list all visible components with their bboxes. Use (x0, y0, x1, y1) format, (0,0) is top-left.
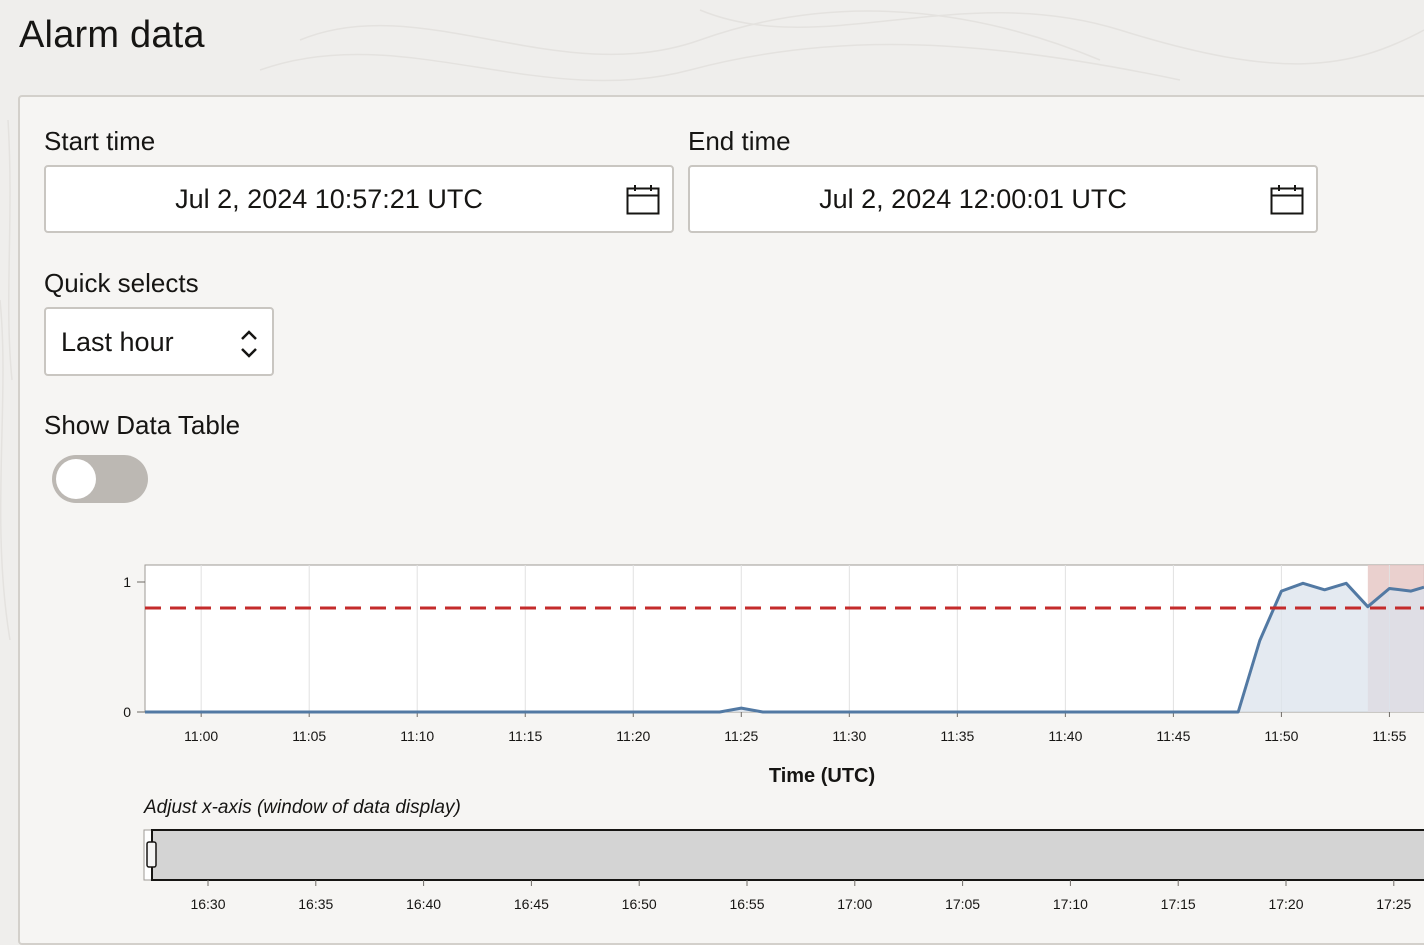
brush-tick-label: 17:25 (1376, 896, 1411, 912)
x-tick-label: 11:30 (832, 728, 866, 744)
brush-tick-label: 16:55 (729, 896, 764, 912)
start-time-label: Start time (44, 126, 156, 156)
y-tick-label: 1 (123, 574, 131, 590)
alarm-data-panel (18, 95, 1424, 945)
quick-selects-value: Last hour (61, 327, 174, 357)
quick-selects-label: Quick selects (44, 268, 199, 298)
show-data-table-label: Show Data Table (44, 410, 241, 440)
brush-window (151, 829, 1424, 881)
brush-handle[interactable] (146, 841, 157, 868)
x-tick-label: 11:20 (616, 728, 650, 744)
brush-title: Adjust x-axis (window of data display) (143, 797, 461, 818)
x-tick-label: 11:10 (400, 728, 434, 744)
end-time-value: Jul 2, 2024 12:00:01 UTC (819, 183, 1127, 214)
brush-tick-label: 16:35 (298, 896, 333, 912)
brush-tick-label: 17:20 (1268, 896, 1303, 912)
series-area (145, 583, 1424, 712)
x-axis-title: Time (UTC) (769, 765, 875, 787)
quick-selects-dropdown[interactable]: Last hour (44, 307, 274, 376)
plot-area (144, 564, 1424, 713)
chevron-up-down-icon (241, 330, 257, 358)
x-tick-label: 11:00 (184, 728, 218, 744)
series-line (145, 581, 1424, 714)
toggle-knob (56, 459, 96, 499)
y-tick-label: 0 (123, 704, 131, 720)
x-tick-label: 11:15 (508, 728, 542, 744)
brush-tick-label: 16:45 (514, 896, 549, 912)
x-tick-label: 11:35 (940, 728, 974, 744)
x-tick-label: 11:05 (292, 728, 326, 744)
start-time-value: Jul 2, 2024 10:57:21 UTC (175, 183, 483, 214)
brush-tick-label: 17:15 (1161, 896, 1196, 912)
brush-tick-label: 16:40 (406, 896, 441, 912)
calendar-icon[interactable] (626, 185, 660, 215)
x-tick-label: 11:25 (724, 728, 758, 744)
brush-tick-label: 16:50 (622, 896, 657, 912)
brush-tick-label: 16:30 (190, 896, 225, 912)
page-title: Alarm data (19, 14, 205, 56)
x-tick-label: 11:40 (1048, 728, 1082, 744)
x-tick-label: 11:55 (1372, 728, 1406, 744)
calendar-icon[interactable] (1270, 185, 1304, 215)
brush-tick-label: 17:10 (1053, 896, 1088, 912)
end-time-label: End time (688, 126, 791, 156)
brush-tick-label: 17:00 (837, 896, 872, 912)
x-tick-label: 11:50 (1264, 728, 1298, 744)
show-data-table-toggle[interactable] (52, 455, 148, 503)
start-time-field[interactable]: Jul 2, 2024 10:57:21 UTC (44, 165, 674, 233)
brush-tick-label: 17:05 (945, 896, 980, 912)
x-tick-label: 11:45 (1156, 728, 1190, 744)
end-time-field[interactable]: Jul 2, 2024 12:00:01 UTC (688, 165, 1318, 233)
